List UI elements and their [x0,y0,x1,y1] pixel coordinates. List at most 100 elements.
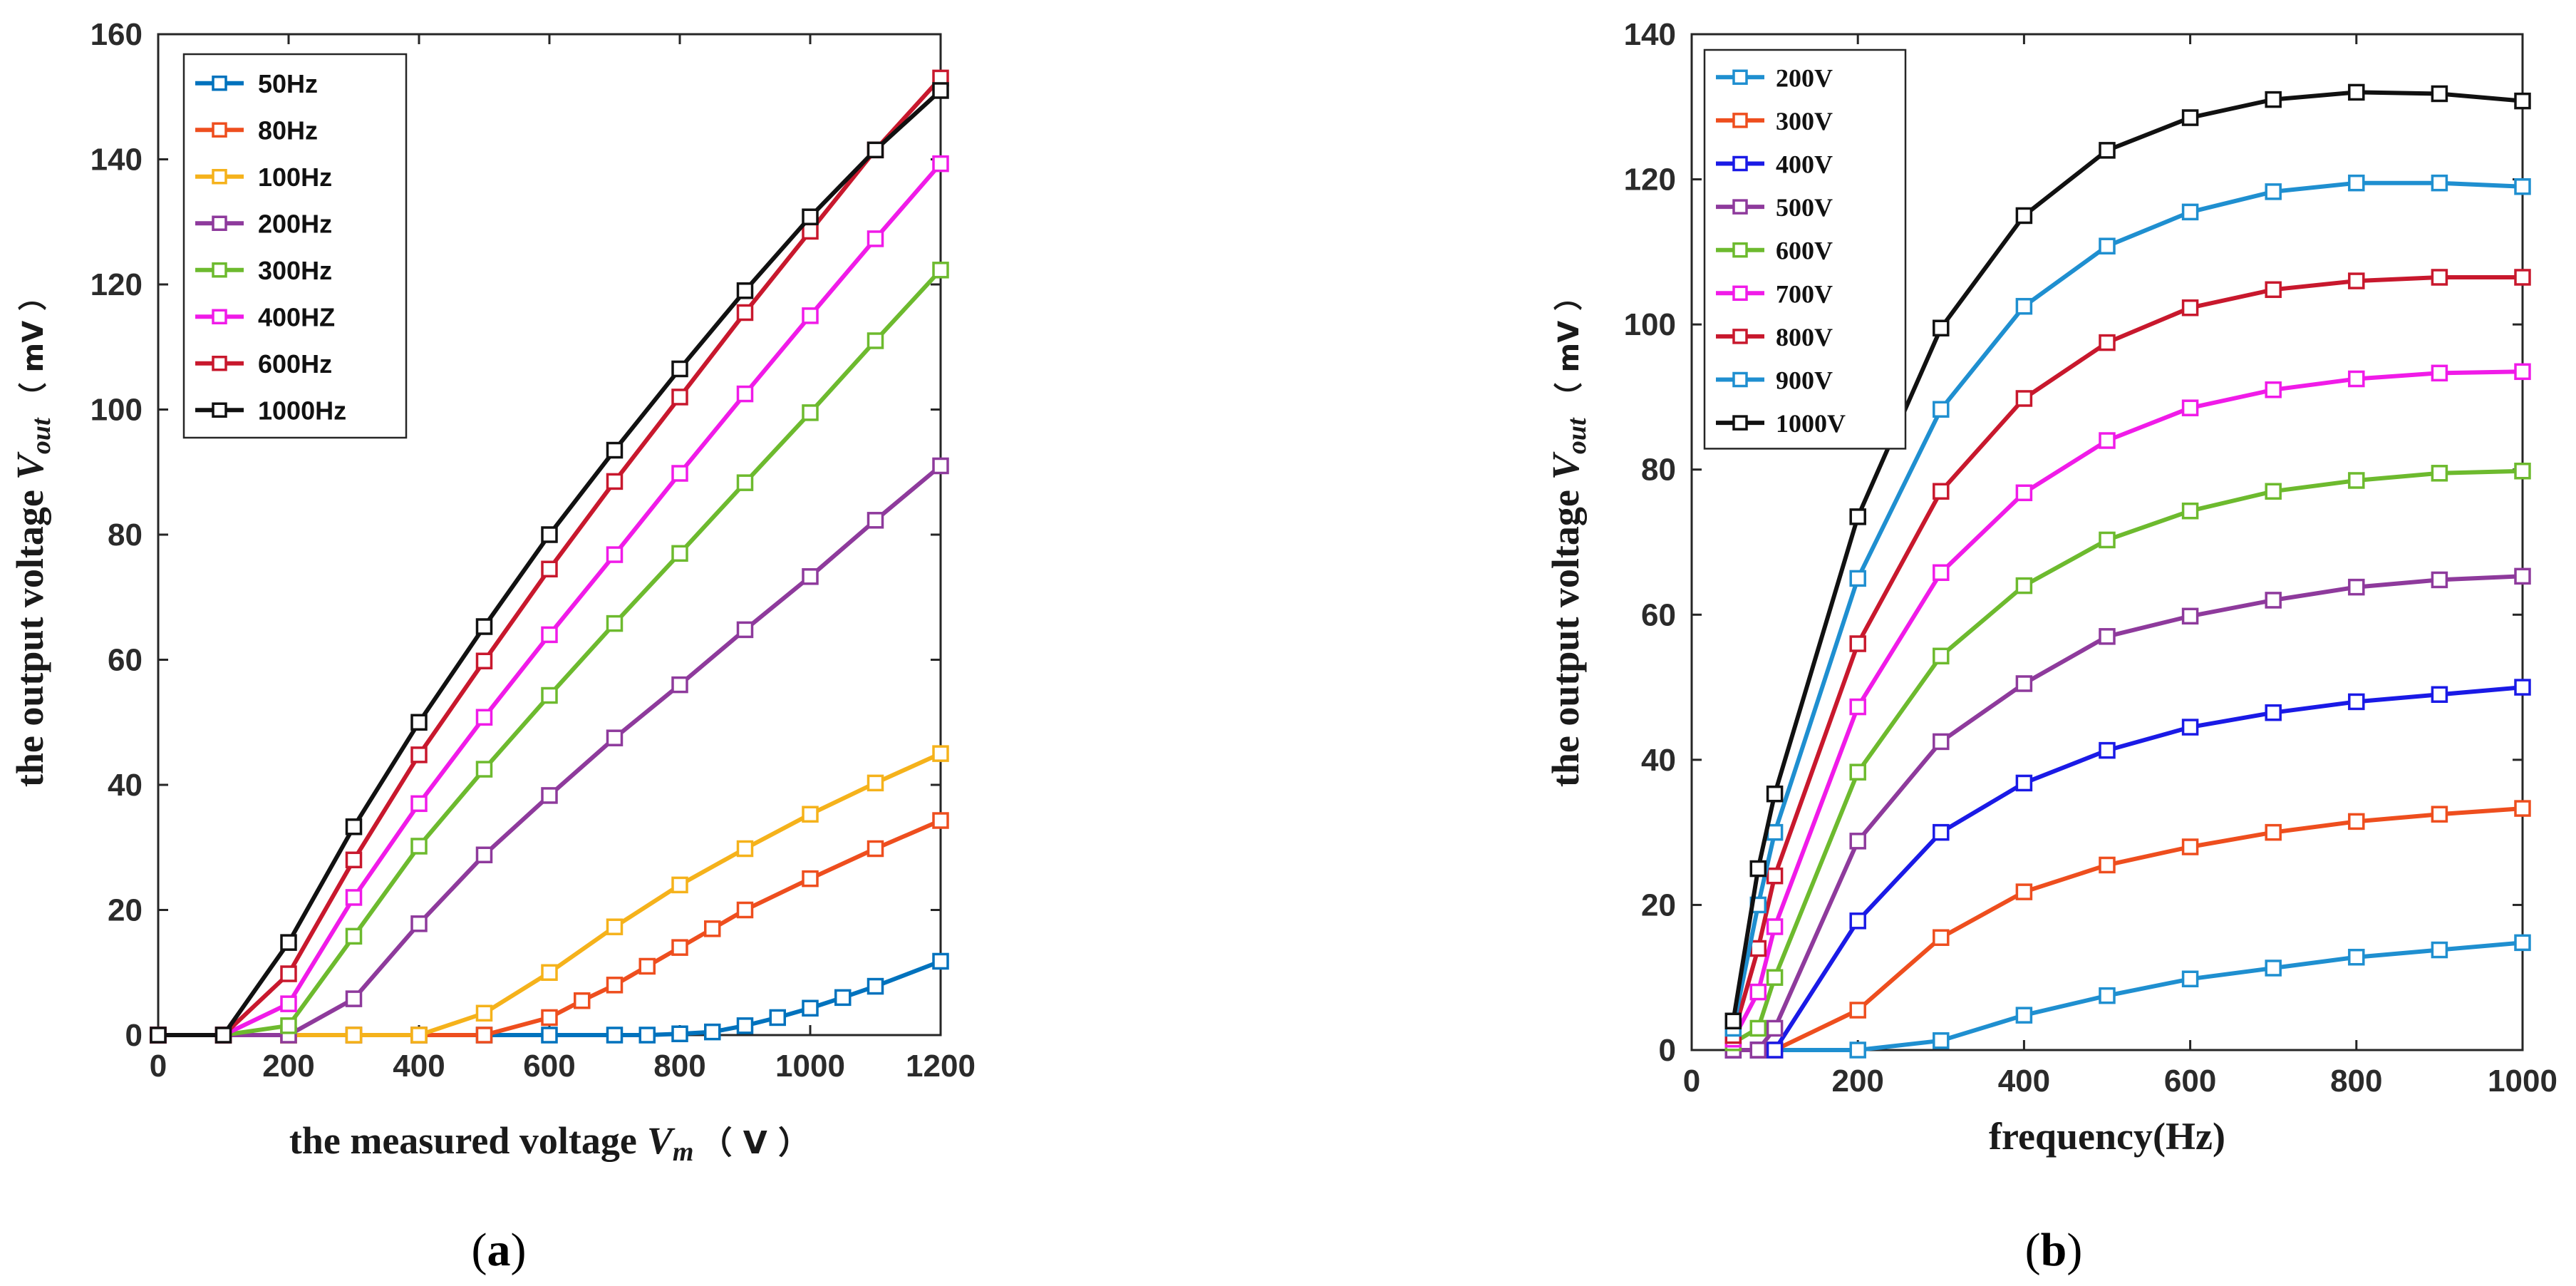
panel-a-data-point [932,952,949,970]
panel-b-data-point [2431,174,2448,192]
panel-a-legend-marker [212,169,227,185]
panel-b-data-point [1849,698,1866,716]
panel-b-data-point [2514,178,2531,195]
panel-b-series-200V [1724,934,2531,1059]
panel-a-data-point [932,82,949,99]
panel-b-legend-marker [1732,69,1748,86]
panel-a-data-point [541,1009,558,1027]
panel-a-y-tick-label: 0 [125,1018,143,1053]
panel-a-data-point [867,977,884,995]
panel-b-data-point [2348,272,2365,289]
panel-b-legend-marker [1732,415,1748,431]
panel-b-data-point [2265,281,2282,299]
panel-a-legend-box [182,53,408,439]
panel-a-data-point [345,1027,363,1044]
panel-a-data-point [410,915,428,932]
panel-b-data-point [1933,1032,1950,1049]
panel-b-y-axis-label: the output voltageVout（ mV ） [1544,282,1592,787]
panel-b-data-point [1933,647,1950,665]
panel-a-legend-marker [212,309,227,324]
panel-b-data-point [2265,823,2282,841]
panel-b-series-line [1731,369,2523,1041]
panel-b-data-point [1933,823,1950,841]
panel-a-data-point [541,686,558,704]
panel-a-legend-marker [212,122,227,138]
panel-b-series-400V [1724,679,2531,1059]
panel-b-x-tick-label: 0 [1683,1064,1700,1099]
panel-a-data-point [475,1027,493,1044]
panel-b-data-point [1749,860,1767,878]
panel-a-data-point [867,512,884,529]
caption-a-letter: a [487,1224,511,1276]
panel-a-data-point [280,1017,297,1034]
panel-b-data-point [2431,941,2448,959]
panel-a-data-point [932,812,949,829]
panel-a-data-point [410,714,428,731]
panel-b-series-line [1733,940,2523,1052]
panel-b-data-point [2015,390,2033,407]
panel-b-data-point [1849,635,1866,652]
panel-b-data-point [2181,719,2199,736]
panel-b-data-point [2348,83,2365,101]
panel-b-data-point [1849,763,1866,781]
panel-a-data-point [638,957,656,975]
panel-b-data-point [2431,806,2448,823]
panel-a-data-point [280,934,297,951]
panel-a-data-point [410,1027,428,1044]
panel-b-y-tick-label: 60 [1641,597,1676,632]
panel-a-x-tick-label: 600 [523,1049,575,1084]
panel-b-data-point [2514,463,2531,480]
panel-b-data-point [1766,969,1784,986]
panel-b-data-point [1933,483,1950,500]
panel-a-x-tick-label: 1000 [775,1049,845,1084]
panel-b-data-point [2348,472,2365,489]
panel-a-legend-label: 80Hz [258,115,318,145]
panel-a-data-point [606,473,624,490]
panel-b-x-tick-label: 1000 [2488,1064,2557,1099]
panel-a-y-tick-label: 100 [90,393,143,428]
panel-b-data-point [2265,483,2282,500]
panel-b-data-point [1933,929,1950,946]
panel-a-legend-label: 50Hz [258,69,318,98]
panel-a-data-point [802,307,819,324]
panel-b-data-point [2181,970,2199,987]
panel-b-x-tick-label: 800 [2330,1064,2382,1099]
panel-b-data-point [2265,592,2282,609]
panel-a-data-point [802,222,819,240]
panel-a-data-point [736,304,754,322]
panel-a-data-point [769,1009,786,1027]
panel-b-data-point [2514,567,2531,585]
panel-a-y-tick-label: 120 [90,267,143,302]
panel-b-data-point [2514,269,2531,286]
panel-a-data-point [150,1027,167,1044]
panel-b-axes-box [1690,33,2524,1051]
panel-b-data-point [2099,237,2116,254]
panel-b-data-point [2514,679,2531,696]
panel-b-data-point [2348,813,2365,830]
panel-a-data-point [802,404,819,421]
panel-b-x-tick-label: 600 [2164,1064,2216,1099]
panel-b-data-point [2348,693,2365,711]
panel-b-data-point [2181,299,2199,317]
panel-b-data-point [2181,838,2199,855]
panel-a-data-point [802,208,819,225]
panel-a-series-300Hz [150,262,949,1044]
panel-b-data-point [2015,883,2033,900]
panel-a-legend-label: 100Hz [258,163,332,192]
panel-a-data-point [802,999,819,1017]
panel-b-y-tick-label: 20 [1641,888,1676,922]
panel-b-data-point [2099,741,2116,759]
panel-b-data-point [2431,571,2448,589]
panel-a-legend-marker [212,215,227,231]
panel-a-series-line [158,464,942,1037]
panel-b-data-point [1749,1019,1767,1037]
panel-b-data-point [2431,465,2448,482]
panel-a-data-point [541,526,558,543]
panel-b-data-point [2348,578,2365,596]
panel-b-data-point [2015,774,2033,792]
panel-b-data-point [1849,570,1866,587]
panel-a-data-point [541,1027,558,1044]
panel-a-x-tick-label: 1200 [906,1049,976,1084]
panel-a-chart: 0 200 400 600 800 1000 1200 0 20 40 60 80 100 120 140 1… [9,17,976,1167]
panel-b-data-point [2015,1007,2033,1024]
